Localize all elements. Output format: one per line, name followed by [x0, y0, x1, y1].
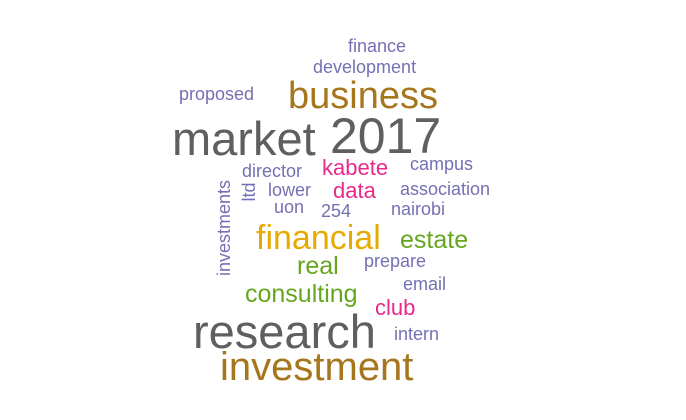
word-ltd: ltd [239, 182, 259, 202]
word-campus: campus [410, 154, 474, 174]
word-development: development [313, 57, 417, 77]
word-lower: lower [268, 180, 312, 200]
word-intern: intern [394, 324, 440, 344]
word-consulting: consulting [245, 280, 358, 308]
word-254: 254 [321, 201, 352, 221]
word-prepare: prepare [364, 251, 427, 271]
word-association: association [400, 179, 491, 199]
word-club: club [375, 295, 416, 320]
word-email: email [403, 274, 447, 294]
word-investments: investments [214, 179, 234, 277]
word-financial: financial [256, 219, 381, 257]
word-finance: finance [348, 36, 407, 56]
word-uon: uon [274, 197, 305, 217]
word-estate: estate [400, 226, 469, 254]
word-kabete: kabete [322, 155, 389, 180]
word-business: business [288, 75, 438, 117]
word-market: market [172, 112, 316, 165]
word-research: research [193, 305, 376, 358]
word-investment: investment [220, 345, 414, 389]
word-data: data [333, 178, 376, 203]
word-real: real [297, 252, 339, 280]
word-2017: 2017 [330, 108, 442, 164]
word-director: director [242, 161, 303, 181]
word-proposed: proposed [179, 84, 255, 104]
word-nairobi: nairobi [391, 199, 446, 219]
